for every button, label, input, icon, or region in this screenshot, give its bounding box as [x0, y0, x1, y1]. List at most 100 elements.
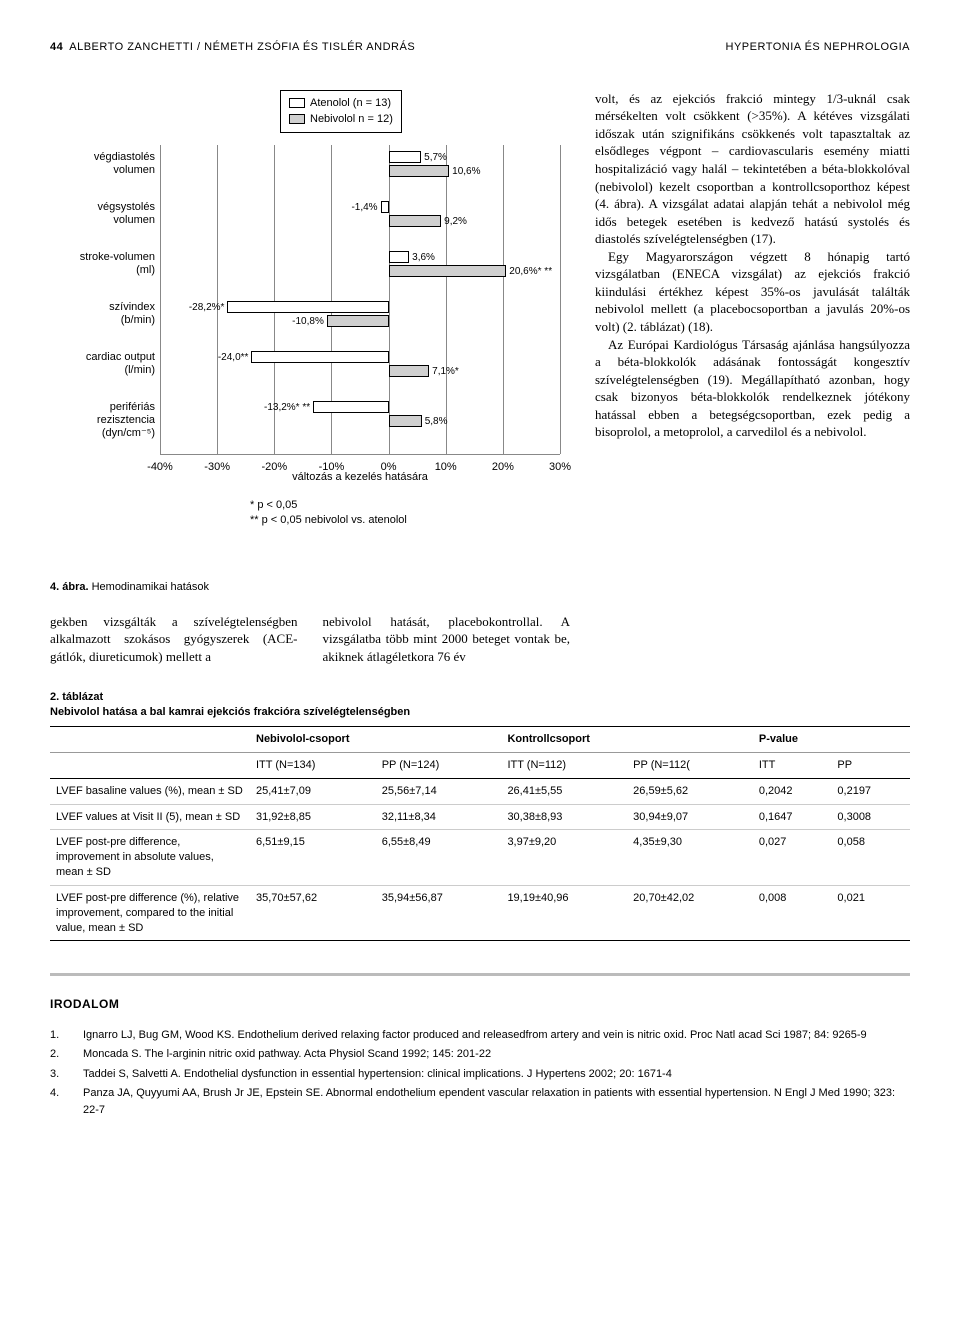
- reference-item: 3. Taddei S, Salvetti A. Endothelial dysf…: [50, 1066, 910, 1083]
- chart-category-label: stroke-volumen(ml): [50, 251, 155, 277]
- chart-x-title: változás a kezelés hatására: [200, 470, 520, 485]
- gridline: [503, 145, 504, 454]
- reference-item: 1. Ignarro LJ, Bug GM, Wood KS. Endotheli…: [50, 1027, 910, 1044]
- reference-number: 3.: [50, 1066, 65, 1083]
- table-cell: 30,94±9,07: [627, 804, 753, 830]
- body-para-1: volt, és az ejekciós frakció mintegy 1/3…: [595, 90, 910, 248]
- atenolol-bar: [313, 401, 388, 413]
- body-para-3: Az Európai Kardiológus Társaság ajánlása…: [595, 336, 910, 441]
- table-cell: 35,94±56,87: [376, 885, 502, 941]
- table-cell: 26,41±5,55: [501, 778, 627, 804]
- x-axis-tick-label: 30%: [549, 460, 571, 475]
- figure-caption: 4. ábra. Hemodinamikai hatások: [50, 580, 570, 595]
- bar-value-label: -10,8%: [292, 315, 324, 329]
- table-cell: LVEF post-pre difference (%), relative i…: [50, 885, 250, 941]
- reference-text: Moncada S. The l-arginin nitric oxid pat…: [83, 1046, 491, 1063]
- table-group-header: P-value: [753, 727, 910, 753]
- table-cell: LVEF post-pre difference, improvement in…: [50, 830, 250, 886]
- chart-category-label: perifériásrezisztencia(dyn/cm⁻⁵): [50, 401, 155, 441]
- nebivolol-bar: [389, 215, 442, 227]
- references-list: 1. Ignarro LJ, Bug GM, Wood KS. Endotheli…: [50, 1027, 910, 1119]
- reference-text: Panza JA, Quyyumi AA, Brush Jr JE, Epste…: [83, 1085, 910, 1118]
- header-journal: HYPERTONIA ÉS NEPHROLOGIA: [726, 40, 910, 55]
- table-cell: 0,2197: [831, 778, 910, 804]
- nebivolol-bar: [389, 265, 507, 277]
- atenolol-bar: [389, 251, 410, 263]
- chart-category-label: végdiastolésvolumen: [50, 151, 155, 177]
- table-cell: 0,027: [753, 830, 832, 886]
- lvef-table: Nebivolol-csoportKontrollcsoportP-value …: [50, 726, 910, 941]
- bar-value-label: 5,8%: [425, 415, 448, 429]
- table-cell: 25,41±7,09: [250, 778, 376, 804]
- table-cell: 0,058: [831, 830, 910, 886]
- divider: [50, 973, 910, 976]
- atenolol-bar: [389, 151, 422, 163]
- table-cell: 6,55±8,49: [376, 830, 502, 886]
- gridline: [560, 145, 561, 454]
- chart-category-label: végsystolésvolumen: [50, 201, 155, 227]
- gridline: [217, 145, 218, 454]
- table-row: LVEF post-pre difference, improvement in…: [50, 830, 910, 886]
- table-cell: LVEF values at Visit II (5), mean ± SD: [50, 804, 250, 830]
- legend-label-nebivolol: Nebivolol n = 12): [310, 112, 393, 127]
- chart-legend: Atenolol (n = 13) Nebivolol n = 12): [280, 90, 402, 133]
- body-text-under-chart: gekben vizsgálták a szívelégtelenség­ben…: [50, 613, 570, 666]
- table-group-header: [50, 727, 250, 753]
- reference-item: 4.Panza JA, Quyyumi AA, Brush Jr JE, Eps…: [50, 1085, 910, 1118]
- table-cell: 20,70±42,02: [627, 885, 753, 941]
- nebivolol-bar: [327, 315, 389, 327]
- table-row: LVEF basaline values (%), mean ± SD25,41…: [50, 778, 910, 804]
- table-cell: 0,008: [753, 885, 832, 941]
- table-cell: 31,92±8,85: [250, 804, 376, 830]
- table-cell: 0,2042: [753, 778, 832, 804]
- legend-label-atenolol: Atenolol (n = 13): [310, 96, 391, 111]
- table-cell: 4,35±9,30: [627, 830, 753, 886]
- body-right-column: volt, és az ejekciós frakció mintegy 1/3…: [595, 90, 910, 665]
- body-col-2: nebivolol hatását, placebokontrollal. A …: [323, 613, 571, 666]
- atenolol-bar: [251, 351, 388, 363]
- table-row: LVEF post-pre difference (%), relative i…: [50, 885, 910, 941]
- reference-text: Taddei S, Salvetti A. Endothelial dysfun…: [83, 1066, 672, 1083]
- table-sub-header: ITT (N=134): [250, 752, 376, 778]
- bar-value-label: 3,6%: [412, 251, 435, 265]
- table-group-header: Nebivolol-csoport: [250, 727, 501, 753]
- bar-value-label: -24,0**: [218, 351, 249, 365]
- chart-plot-area: -40%-30%-20%-10%0%10%20%30%5,7%10,6%-1,4…: [160, 145, 560, 455]
- bar-value-label: 7,1%*: [432, 365, 459, 379]
- gridline: [446, 145, 447, 454]
- reference-text: Ignarro LJ, Bug GM, Wood KS. Endothelium…: [83, 1027, 867, 1044]
- atenolol-bar: [227, 301, 388, 313]
- table-cell: 0,021: [831, 885, 910, 941]
- nebivolol-bar: [389, 165, 450, 177]
- chart-category-label: cardiac output(l/min): [50, 351, 155, 377]
- table-cell: 6,51±9,15: [250, 830, 376, 886]
- chart-footnotes: * p < 0,05 ** p < 0,05 nebivolol vs. ate…: [250, 498, 407, 529]
- reference-item: 2. Moncada S. The l-arginin nitric oxid p…: [50, 1046, 910, 1063]
- references-heading: IRODALOM: [50, 996, 910, 1012]
- footnote-2: ** p < 0,05 nebivolol vs. atenolol: [250, 513, 407, 528]
- legend-swatch-nebivolol: [289, 114, 305, 124]
- bar-value-label: 5,7%: [424, 151, 447, 165]
- nebivolol-bar: [389, 415, 422, 427]
- table-cell: 19,19±40,96: [501, 885, 627, 941]
- table-caption: 2. táblázat Nebivolol hatása a bal kamra…: [50, 690, 910, 720]
- reference-number: 1.: [50, 1027, 65, 1044]
- table-sub-header: ITT (N=112): [501, 752, 627, 778]
- gridline: [160, 145, 161, 454]
- bar-value-label: 10,6%: [452, 165, 480, 179]
- x-axis-tick-label: -40%: [147, 460, 173, 475]
- table-sub-header: PP (N=112(: [627, 752, 753, 778]
- table-cell: 3,97±9,20: [501, 830, 627, 886]
- table-cell: 32,11±8,34: [376, 804, 502, 830]
- footnote-1: * p < 0,05: [250, 498, 407, 513]
- gridline: [389, 145, 390, 454]
- page-header: 44 ALBERTO ZANCHETTI / NÉMETH ZSÓFIA ÉS …: [50, 40, 910, 55]
- table-cell: LVEF basaline values (%), mean ± SD: [50, 778, 250, 804]
- reference-number: 2.: [50, 1046, 65, 1063]
- table-cell: 30,38±8,93: [501, 804, 627, 830]
- body-para-2: Egy Magyarországon végzett 8 hó­napig ta…: [595, 248, 910, 336]
- atenolol-bar: [381, 201, 389, 213]
- table-cell: 26,59±5,62: [627, 778, 753, 804]
- table-sub-header: ITT: [753, 752, 832, 778]
- bar-value-label: 20,6%* **: [509, 265, 552, 279]
